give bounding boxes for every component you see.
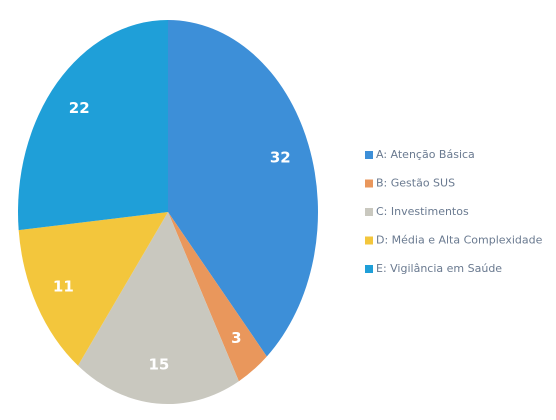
data-label: 15 bbox=[148, 356, 169, 374]
data-label: 3 bbox=[231, 329, 241, 347]
legend-swatch bbox=[365, 179, 373, 188]
data-label: 11 bbox=[53, 278, 74, 296]
pie-slice bbox=[18, 212, 169, 366]
data-label: 32 bbox=[270, 148, 291, 166]
legend-swatch bbox=[365, 151, 373, 159]
data-label: 22 bbox=[69, 99, 90, 117]
legend-swatch bbox=[365, 265, 373, 273]
legend-label: E: Vigilância em Saúde bbox=[376, 262, 502, 275]
pie-slice bbox=[78, 212, 239, 404]
legend-swatch bbox=[365, 236, 373, 245]
legend-label: D: Média e Alta Complexidade bbox=[376, 234, 543, 247]
pie-slice bbox=[17, 20, 168, 231]
pie-slice bbox=[168, 20, 318, 357]
legend-label: A: Atenção Básica bbox=[376, 148, 475, 161]
legend-label: C: Investimentos bbox=[376, 205, 469, 218]
legend-label: B: Gestão SUS bbox=[376, 177, 455, 190]
legend-swatch bbox=[365, 208, 373, 216]
pie-slice bbox=[168, 212, 267, 382]
